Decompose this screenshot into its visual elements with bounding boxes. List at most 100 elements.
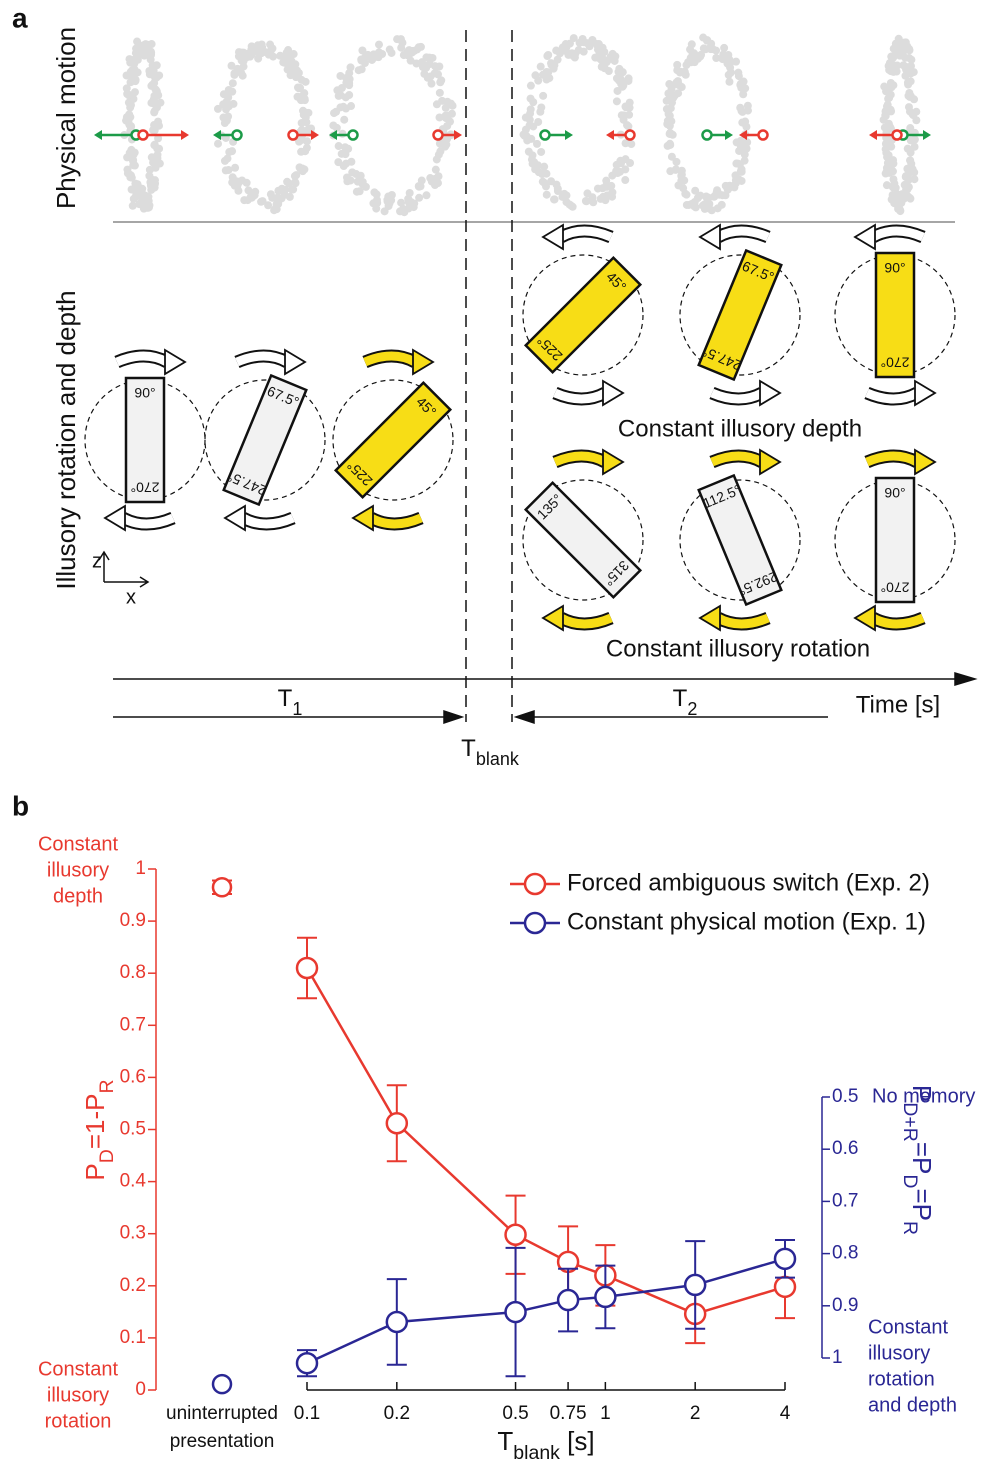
dot bbox=[735, 175, 743, 183]
dot bbox=[297, 136, 305, 144]
data-point bbox=[685, 1275, 705, 1295]
dot bbox=[738, 107, 746, 115]
dot bbox=[902, 63, 910, 71]
dot bbox=[126, 104, 134, 112]
illusory-rectangle: 67.5°247.5° bbox=[223, 375, 308, 505]
dot bbox=[287, 71, 295, 79]
rotation-arrow-head bbox=[915, 381, 935, 405]
dot bbox=[123, 153, 131, 161]
annotation: depth bbox=[53, 885, 103, 907]
dot bbox=[298, 119, 306, 127]
text-part: blank bbox=[476, 749, 520, 769]
angle-label: 270° bbox=[881, 579, 910, 595]
dot bbox=[145, 203, 153, 211]
dot bbox=[542, 170, 550, 178]
dot bbox=[338, 150, 346, 158]
dot bbox=[298, 165, 306, 173]
annotation: rotation bbox=[45, 1410, 112, 1432]
dot bbox=[673, 61, 681, 69]
dot bbox=[129, 202, 137, 210]
blank-label: Tblank bbox=[461, 735, 520, 768]
angle-label: 90° bbox=[884, 260, 905, 276]
series-line bbox=[307, 1259, 785, 1363]
dot bbox=[356, 187, 364, 195]
time-arrows bbox=[113, 673, 975, 723]
rotation-arrow-head bbox=[700, 606, 720, 630]
annotation: Constant bbox=[38, 833, 118, 855]
dot bbox=[896, 206, 904, 214]
dot bbox=[903, 185, 911, 193]
dot bbox=[569, 203, 577, 211]
angle-label: 270° bbox=[131, 479, 160, 495]
dot bbox=[594, 185, 602, 193]
text-part: D bbox=[96, 1149, 118, 1163]
dot bbox=[620, 116, 628, 124]
dot bbox=[571, 50, 579, 58]
dot bbox=[128, 68, 136, 76]
rotation-arrow-head bbox=[760, 450, 780, 474]
dot bbox=[678, 167, 686, 175]
dot bbox=[893, 62, 901, 70]
dot bbox=[233, 182, 241, 190]
dot bbox=[291, 172, 299, 180]
dot bbox=[547, 61, 555, 69]
annotation: and depth bbox=[868, 1394, 957, 1416]
rotation-arrow-head bbox=[543, 225, 563, 249]
y2-tick-label: 1 bbox=[832, 1347, 843, 1368]
dot bbox=[415, 182, 423, 190]
dot bbox=[284, 46, 292, 54]
rectangle bbox=[336, 383, 451, 498]
axis-letter: z bbox=[92, 550, 102, 572]
x-tick-label: 4 bbox=[780, 1403, 791, 1424]
dot bbox=[725, 71, 733, 79]
dot bbox=[674, 181, 682, 189]
y-tick-label: 0.4 bbox=[120, 1171, 147, 1192]
dot bbox=[298, 76, 306, 84]
dot bbox=[889, 192, 897, 200]
dot bbox=[329, 121, 337, 129]
dot bbox=[131, 193, 139, 201]
rotation-arrow-head bbox=[855, 225, 875, 249]
annotation: illusory bbox=[47, 1384, 109, 1406]
text-part: T bbox=[461, 735, 476, 762]
dot bbox=[522, 126, 530, 134]
dot bbox=[239, 72, 247, 80]
text-part: T bbox=[673, 685, 688, 712]
data-point bbox=[506, 1225, 526, 1245]
data-point bbox=[297, 958, 317, 978]
dot bbox=[680, 69, 688, 77]
dot bbox=[422, 53, 430, 61]
dot bbox=[904, 145, 912, 153]
dot bbox=[534, 77, 542, 85]
dot bbox=[720, 44, 728, 52]
dot bbox=[228, 62, 236, 70]
legend-label: Constant physical motion (Exp. 1) bbox=[567, 908, 926, 935]
legend-marker bbox=[525, 874, 545, 894]
y2-axis-label: PD+R=PD=PR bbox=[899, 1085, 937, 1235]
figure: a b Physical motion Illusory rotation an… bbox=[0, 0, 994, 1459]
dot bbox=[602, 57, 610, 65]
dot bbox=[683, 201, 691, 209]
dot bbox=[147, 51, 155, 59]
y2-tick-label: 0.9 bbox=[832, 1295, 858, 1316]
dot bbox=[539, 92, 547, 100]
dot bbox=[527, 82, 535, 90]
dot bbox=[335, 142, 343, 150]
rotation-arrow-head bbox=[760, 381, 780, 405]
panel-label: a bbox=[12, 2, 28, 33]
dot bbox=[291, 60, 299, 68]
text-part: blank bbox=[513, 1442, 560, 1459]
dot bbox=[441, 143, 449, 151]
dot bbox=[554, 56, 562, 64]
dot bbox=[594, 42, 602, 50]
dot bbox=[388, 49, 396, 57]
y2-tick-label: 0.7 bbox=[832, 1190, 858, 1211]
dot bbox=[737, 167, 745, 175]
dot bbox=[624, 122, 632, 130]
y-axis-label: PD=1-PR bbox=[80, 1079, 118, 1180]
x-tick-label: 0.75 bbox=[550, 1403, 587, 1424]
dot bbox=[229, 79, 237, 87]
text-part: =P bbox=[907, 1142, 937, 1175]
text-part: T bbox=[497, 1426, 513, 1456]
dot bbox=[352, 170, 360, 178]
